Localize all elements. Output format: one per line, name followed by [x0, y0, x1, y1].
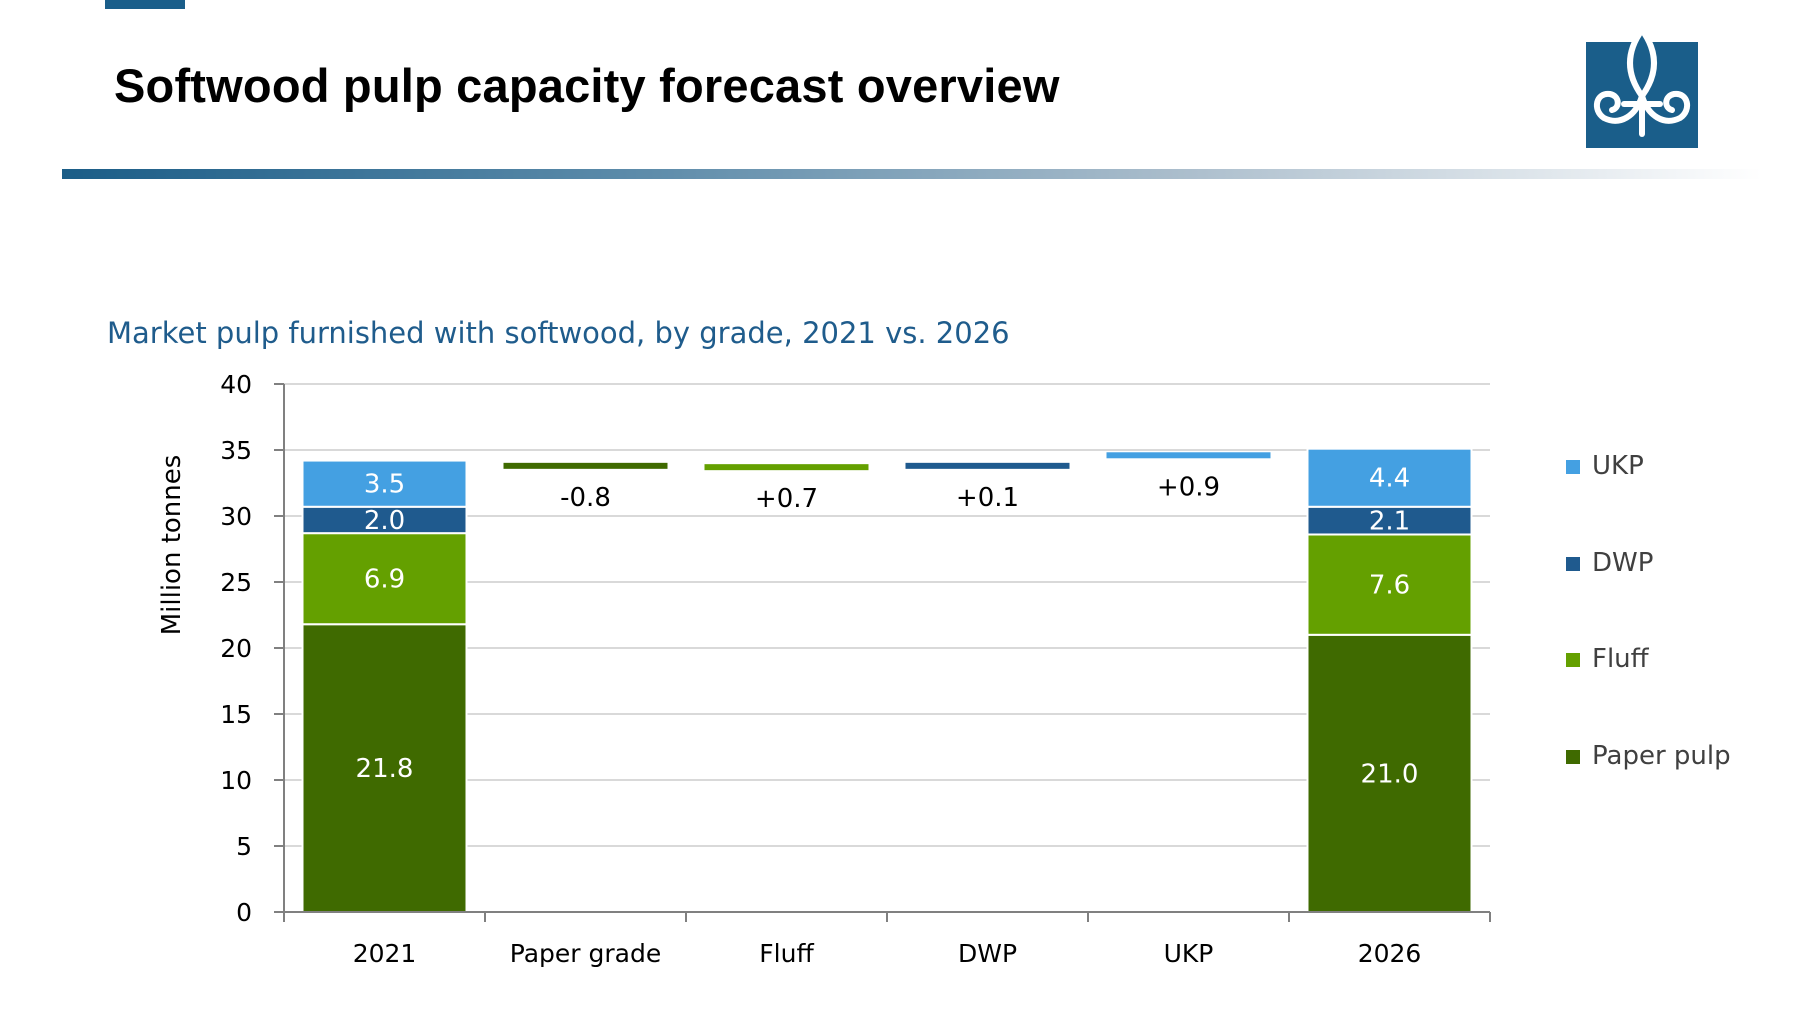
x-tick-label: Paper grade	[510, 939, 661, 968]
legend: UKP DWP Fluff Paper pulp	[1566, 451, 1731, 771]
data-label: 3.5	[364, 470, 405, 500]
legend-label: Fluff	[1592, 644, 1650, 674]
change-marker	[704, 464, 869, 471]
legend-label: Paper pulp	[1592, 741, 1731, 771]
x-tick-label: UKP	[1164, 939, 1214, 968]
y-tick-label: 15	[220, 700, 252, 729]
bar-segment	[1306, 533, 1473, 636]
legend-swatch	[1566, 460, 1580, 474]
data-label: 2.0	[364, 506, 405, 536]
y-tick-label: 10	[220, 766, 252, 795]
data-label: 4.4	[1369, 464, 1410, 494]
legend-label: DWP	[1592, 548, 1653, 578]
y-tick-label: 5	[236, 832, 252, 861]
legend-label: UKP	[1592, 451, 1644, 481]
page-title: Softwood pulp capacity forecast overview	[114, 59, 1060, 112]
bars-layer: 21.8 6.9 2.0 3.5 21.0 7.6 2.1 4.4 -0.8 +0.7 +0.1 +0…	[301, 447, 1473, 913]
change-marker	[905, 462, 1070, 469]
data-label: 7.6	[1369, 571, 1410, 601]
x-tick-label: 2026	[1358, 939, 1422, 968]
bar-segment	[301, 459, 468, 508]
bar-segment	[301, 623, 468, 913]
y-tick-label: 20	[220, 634, 252, 663]
y-axis-title: Million tonnes	[157, 455, 187, 636]
bar-segment	[1306, 447, 1473, 508]
data-label: 21.0	[1361, 759, 1419, 789]
y-tick-label: 0	[236, 898, 252, 927]
data-label: 2.1	[1369, 507, 1410, 537]
bar-segment	[301, 532, 468, 626]
legend-swatch	[1566, 557, 1580, 571]
bar-segment	[1306, 505, 1473, 536]
bar-segment	[1306, 633, 1473, 913]
x-tick-label: 2021	[353, 939, 417, 968]
change-label: +0.1	[956, 483, 1019, 513]
y-tick-label: 40	[220, 370, 252, 399]
y-tick-label: 35	[220, 436, 252, 465]
y-tick-label: 25	[220, 568, 252, 597]
data-label: 6.9	[364, 565, 405, 595]
data-label: 21.8	[356, 754, 414, 784]
bar-segment	[301, 505, 468, 535]
legend-swatch	[1566, 653, 1580, 667]
axis-layer: 0 5 10 15 20 25 30 35 40 2021 Paper grade Fluff DWP U…	[220, 370, 1491, 968]
top-accent-bar	[105, 0, 185, 9]
change-label: -0.8	[560, 483, 611, 513]
change-marker	[503, 462, 668, 469]
fleur-de-lis-icon	[1586, 24, 1698, 148]
change-marker	[1106, 452, 1271, 459]
change-label: +0.9	[1157, 472, 1220, 502]
legend-swatch	[1566, 750, 1580, 764]
grid-layer	[284, 383, 1490, 847]
chart-title: Market pulp furnished with softwood, by …	[107, 316, 1010, 350]
x-tick-label: DWP	[958, 939, 1017, 968]
change-label: +0.7	[755, 484, 818, 514]
y-tick-label: 30	[220, 502, 252, 531]
x-tick-label: Fluff	[759, 939, 814, 968]
title-divider	[62, 169, 1762, 179]
